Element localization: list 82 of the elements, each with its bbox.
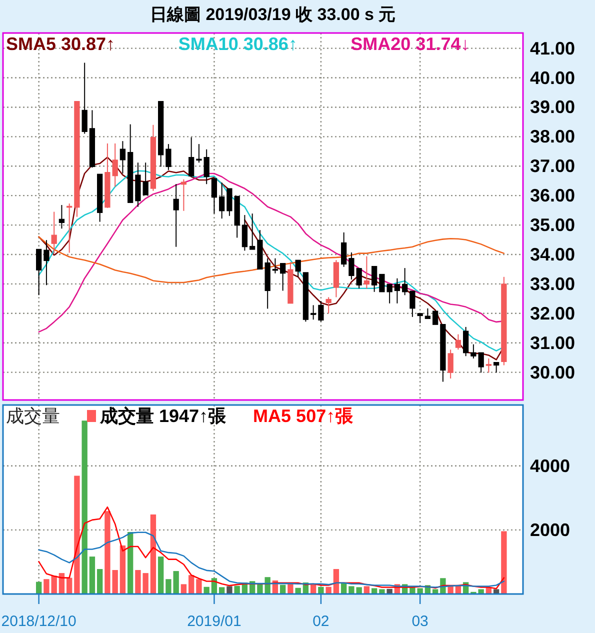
bar <box>120 545 126 594</box>
bar <box>82 420 88 594</box>
chart-title: 日線圖 2019/03/19 收 33.00 s 元 <box>150 5 396 24</box>
text: SMA20 31.74↓ <box>350 34 470 54</box>
text: SMA10 30.86↑ <box>178 34 298 54</box>
chart-title: 成交量 <box>6 406 60 426</box>
text: SMA5 30.87↑ <box>6 34 116 54</box>
bar <box>127 532 134 594</box>
y-tick-label: 31.00 <box>530 332 576 353</box>
candlestick <box>424 308 431 320</box>
candlestick <box>58 204 65 230</box>
candlestick <box>455 334 462 350</box>
bar <box>501 531 507 594</box>
candlestick <box>51 211 57 254</box>
bar <box>188 575 194 594</box>
candlestick <box>432 310 438 326</box>
bar <box>226 586 232 594</box>
y-tick-label: 37.00 <box>530 156 576 176</box>
candlestick <box>494 362 500 374</box>
candlestick <box>410 290 416 318</box>
y-tick-label: 33.00 <box>530 274 576 294</box>
line-series <box>38 532 505 588</box>
candlestick <box>448 349 454 379</box>
bar <box>234 586 240 594</box>
legend-label: 成交量 1947↑張 <box>99 406 228 426</box>
candlestick <box>36 248 42 296</box>
y-tick-label: 34.00 <box>530 244 576 264</box>
y-tick-label: 39.00 <box>530 97 576 118</box>
candlestick <box>310 304 316 320</box>
candlestick <box>188 136 194 178</box>
line-series <box>38 236 505 284</box>
bar <box>180 584 187 594</box>
bar <box>74 476 80 594</box>
candlestick <box>417 312 423 324</box>
bar <box>379 589 385 594</box>
candlestick <box>295 260 301 278</box>
y-tick-label: 41.00 <box>530 38 576 58</box>
bar <box>288 584 294 594</box>
text: MA5 507↑張 <box>253 406 354 426</box>
x-tick-label: 02 <box>312 613 330 630</box>
candlestick <box>318 300 324 322</box>
y-tick-label: 36.00 <box>530 186 576 206</box>
bar <box>196 579 202 594</box>
candlestick <box>486 358 492 374</box>
candlestick <box>211 178 218 214</box>
y-tick-label: 32.00 <box>530 303 576 324</box>
bar <box>364 586 370 594</box>
candlestick <box>242 214 248 252</box>
bar <box>150 514 156 594</box>
y-tick-label: 38.00 <box>530 126 576 147</box>
y-tick-label: 2000 <box>530 520 570 540</box>
candlestick <box>341 232 347 268</box>
x-tick-label: 2018/12/10 <box>1 613 76 630</box>
bar <box>326 586 332 594</box>
candlestick <box>463 326 469 357</box>
candlestick <box>219 182 225 220</box>
candlestick <box>364 256 370 290</box>
candlestick <box>173 184 179 248</box>
x-tick-label: 03 <box>412 613 428 630</box>
line-series <box>38 506 505 590</box>
bar <box>295 588 301 594</box>
x-tick-label: 2019/01 <box>187 613 242 630</box>
bar <box>318 586 324 594</box>
candlestick <box>394 278 400 304</box>
candlestick <box>166 144 172 170</box>
candlestick <box>250 213 256 250</box>
candlestick <box>402 268 408 296</box>
bar <box>204 586 210 594</box>
y-tick-label: 35.00 <box>530 215 576 236</box>
y-tick-label: 40.00 <box>530 68 576 88</box>
candlestick <box>280 262 286 292</box>
candlestick <box>326 296 332 314</box>
bar <box>89 556 96 594</box>
candlestick <box>372 266 378 292</box>
bar <box>96 569 103 594</box>
y-tick-label: 30.00 <box>530 362 576 382</box>
candlestick <box>180 178 187 212</box>
y-tick-label: 4000 <box>530 456 570 476</box>
candlestick <box>44 240 50 286</box>
candlestick <box>120 140 126 174</box>
bar <box>158 556 164 594</box>
candlestick <box>82 62 88 134</box>
